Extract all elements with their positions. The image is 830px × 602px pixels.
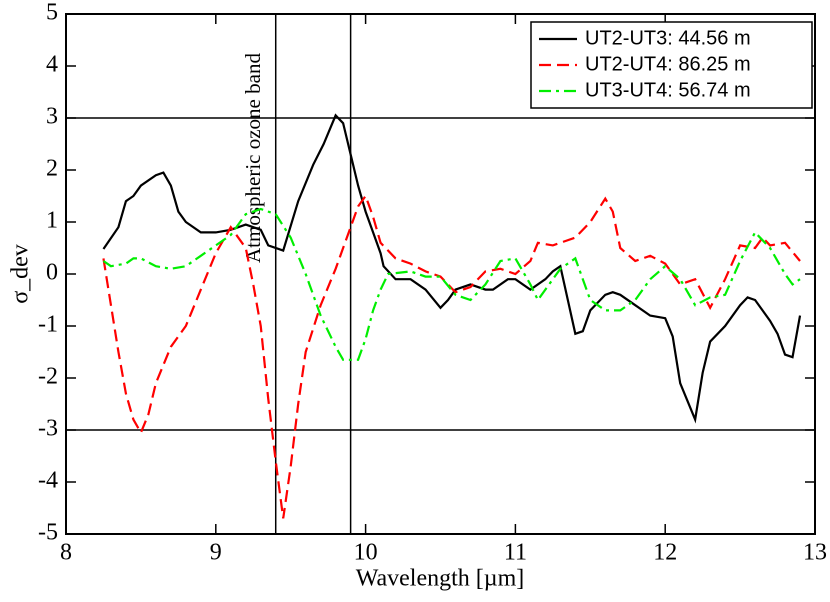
y-tick-label: -3 <box>38 416 58 442</box>
plot-frame <box>65 13 816 535</box>
y-tick-label: 3 <box>46 104 58 130</box>
series-line <box>102 113 802 424</box>
y-tick-label: 4 <box>46 52 58 78</box>
x-tick-label: 8 <box>60 540 72 566</box>
x-tick-label: 12 <box>653 540 677 566</box>
legend-box <box>530 21 813 109</box>
x-tick-label: 9 <box>210 540 222 566</box>
y-tick-label: 1 <box>46 208 58 234</box>
x-tick-label: 13 <box>803 540 827 566</box>
y-tick-label: -4 <box>38 468 58 494</box>
y-tick-label: 5 <box>46 0 58 26</box>
y-tick-label: 2 <box>46 156 58 182</box>
x-tick-label: 11 <box>504 540 527 566</box>
legend-label: UT3-UT4: 56.74 m <box>585 79 751 101</box>
x-axis-label: Wavelength [µm] <box>356 566 525 592</box>
series-line <box>102 193 801 519</box>
y-tick-label: -5 <box>38 520 58 546</box>
series-line <box>102 207 801 361</box>
legend-label: UT2-UT3: 44.56 m <box>585 27 751 49</box>
y-tick-label: -2 <box>38 364 58 390</box>
x-tick-label: 10 <box>354 540 378 566</box>
y-tick-label: -1 <box>38 312 58 338</box>
y-tick-label: 0 <box>46 260 58 286</box>
y-axis-label: σ_dev <box>8 244 34 304</box>
legend-label: UT2-UT4: 86.25 m <box>585 53 751 75</box>
